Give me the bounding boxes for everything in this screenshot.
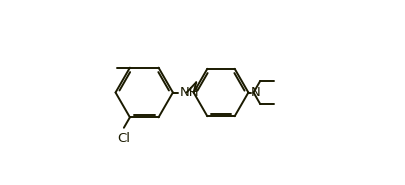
Text: N: N — [251, 86, 260, 99]
Text: Cl: Cl — [117, 132, 130, 145]
Text: NH: NH — [180, 86, 200, 99]
